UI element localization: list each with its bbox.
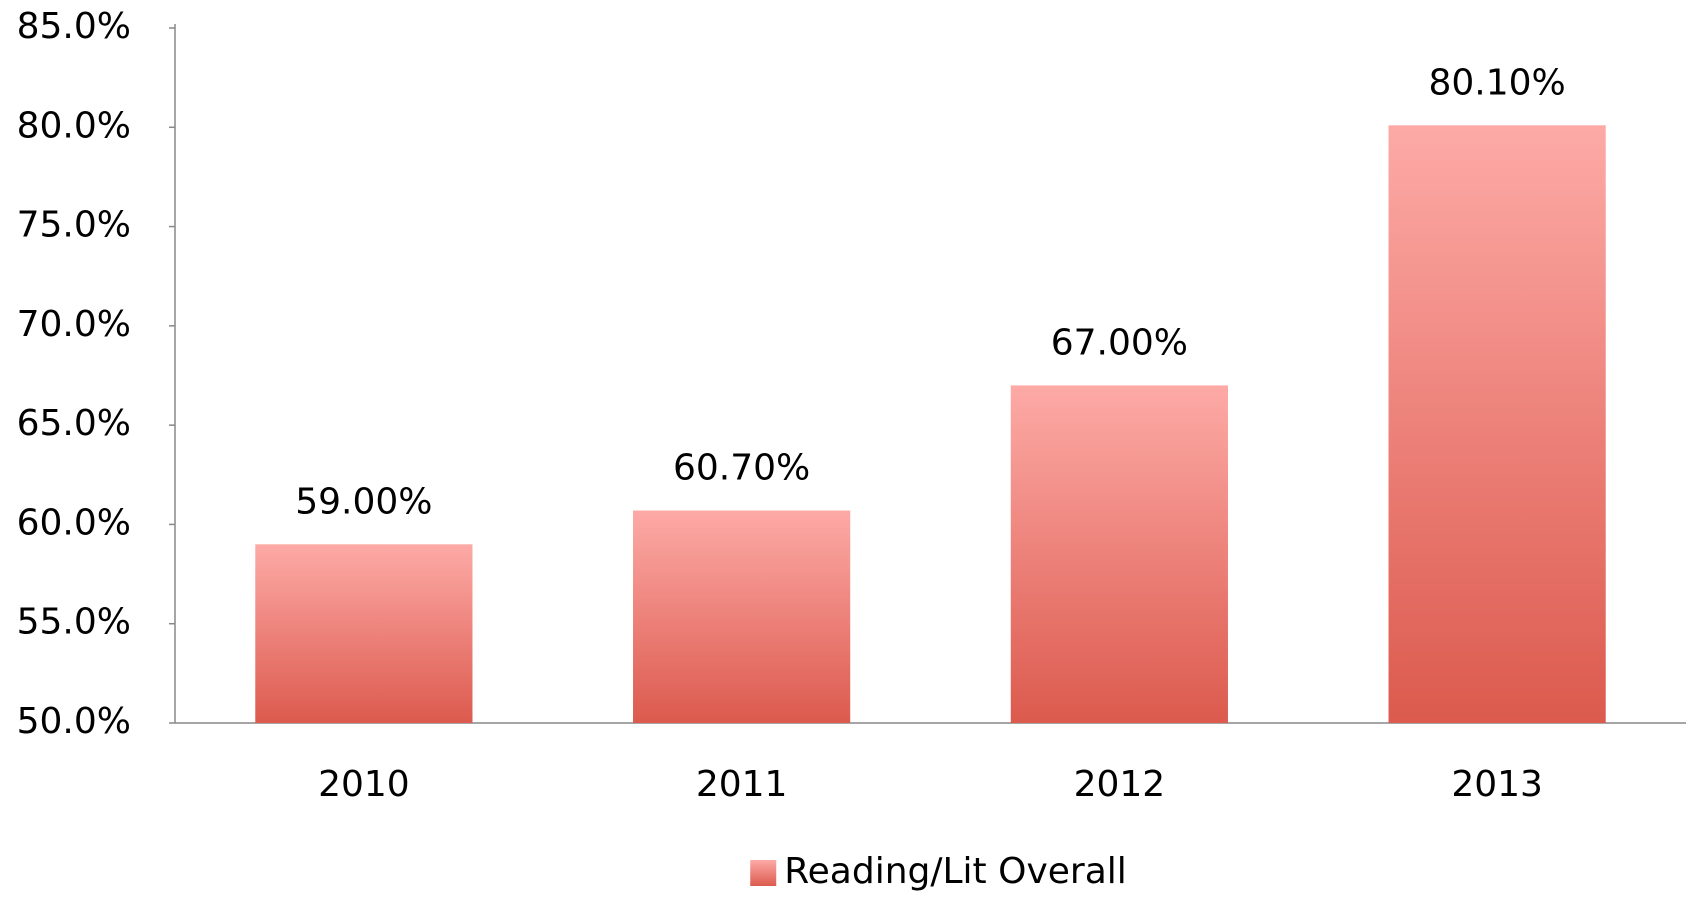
value-label: 80.10% — [1428, 62, 1565, 103]
bar — [255, 544, 473, 723]
bar — [633, 510, 851, 723]
value-label: 60.70% — [673, 448, 810, 489]
y-tick-label: 60.0% — [17, 502, 131, 543]
y-tick-label: 75.0% — [17, 205, 131, 246]
legend-label: Reading/Lit Overall — [784, 851, 1127, 892]
x-tick-label: 2011 — [696, 764, 788, 805]
y-tick-label: 50.0% — [17, 701, 131, 742]
y-tick-label: 85.0% — [17, 6, 131, 47]
y-tick-label: 55.0% — [17, 602, 131, 643]
y-tick-label: 65.0% — [17, 403, 131, 444]
x-tick-label: 2010 — [318, 764, 410, 805]
bar — [1388, 125, 1606, 724]
x-tick-label: 2012 — [1074, 764, 1166, 805]
bar — [1010, 385, 1228, 723]
y-tick-label: 70.0% — [17, 304, 131, 345]
value-label: 59.00% — [295, 481, 432, 522]
legend-swatch — [750, 860, 777, 886]
y-tick-label: 80.0% — [17, 105, 131, 146]
x-tick-label: 2013 — [1451, 764, 1543, 805]
value-label: 67.00% — [1051, 322, 1188, 363]
